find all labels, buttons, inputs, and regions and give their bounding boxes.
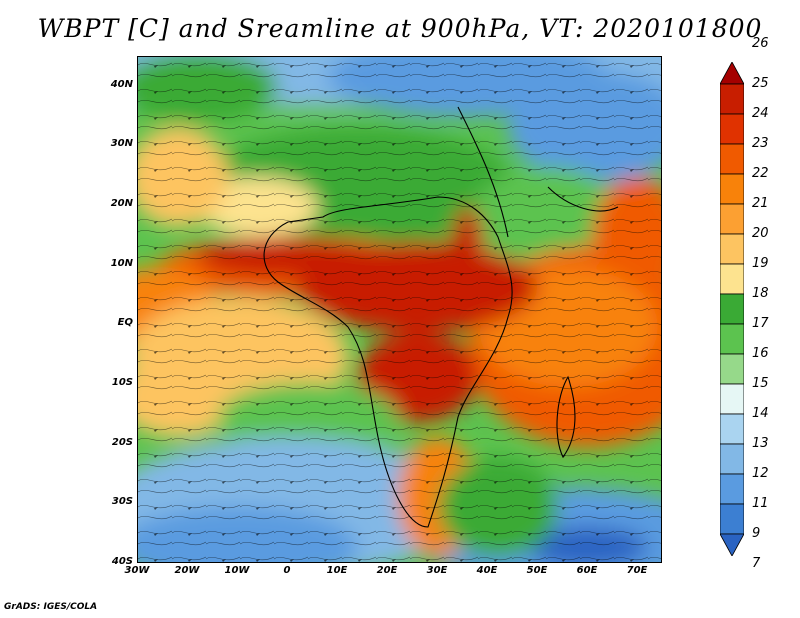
colorbar-label: 16 [752,346,769,361]
colorbar-segment [720,203,744,235]
colorbar-segment [720,113,744,145]
lon-tick-label: 60E [576,565,598,576]
lon-tick-label: 0 [283,565,291,576]
lat-tick-label: 30S [111,496,133,508]
colorbar-segment [720,233,744,265]
colorbar-segment [720,143,744,175]
colorbar-label: 21 [752,196,769,211]
lat-tick-label: 10N [110,257,133,269]
colorbar-label: 23 [752,136,769,151]
colorbar-segment [720,83,744,115]
colorbar [720,62,744,556]
lon-tick-label: 10E [326,565,348,576]
chart-title: WBPT [C] and Sreamline at 900hPa, VT: 20… [37,14,763,43]
lon-tick-label: 20E [376,565,398,576]
colorbar-segment [720,62,744,85]
lat-tick-label: 20S [111,436,133,448]
colorbar-label: 17 [752,316,769,331]
colorbar-segment [720,173,744,205]
colorbar-label: 13 [752,436,769,451]
lat-tick-label: 20N [110,198,133,210]
colorbar-label: 18 [752,286,769,301]
colorbar-segment [720,503,744,535]
colorbar-label: 25 [752,76,769,91]
lat-tick-label: 40N [110,78,133,90]
colorbar-segment [720,443,744,475]
colorbar-segment [720,323,744,355]
credit-text: GrADS: IGES/COLA [4,602,98,612]
lon-tick-label: 30E [426,565,448,576]
colorbar-label: 9 [752,526,761,541]
colorbar-label: 26 [752,36,769,52]
temperature-field [138,57,661,562]
lat-tick-label: 40S [111,556,133,567]
colorbar-segment [720,353,744,385]
lon-tick-label: 40E [476,565,498,576]
lat-tick-label: 30N [110,138,133,150]
colorbar-label: 14 [752,406,769,421]
lon-tick-label: 50E [526,565,548,576]
colorbar-label: 19 [752,256,769,271]
lat-tick-label: 10S [111,377,133,389]
colorbar-label: 20 [752,226,769,241]
colorbar-segment [720,383,744,415]
colorbar-label: 12 [752,466,769,481]
colorbar-segment [720,263,744,295]
colorbar-segment [720,533,744,556]
lon-tick-label: 30W [124,565,150,576]
colorbar-segment [720,413,744,445]
lon-tick-label: 70E [626,565,648,576]
wbpt-streamline-map [137,56,662,563]
colorbar-label: 22 [752,166,769,181]
colorbar-label: 15 [752,376,769,391]
coastlines [263,106,619,528]
colorbar-label: 7 [752,556,761,571]
colorbar-label: 11 [752,496,769,511]
colorbar-segment [720,293,744,325]
colorbar-segment [720,473,744,505]
lat-tick-label: EQ [117,317,133,329]
lon-tick-label: 10W [224,565,250,576]
colorbar-label: 24 [752,106,769,121]
lon-tick-label: 20W [174,565,200,576]
